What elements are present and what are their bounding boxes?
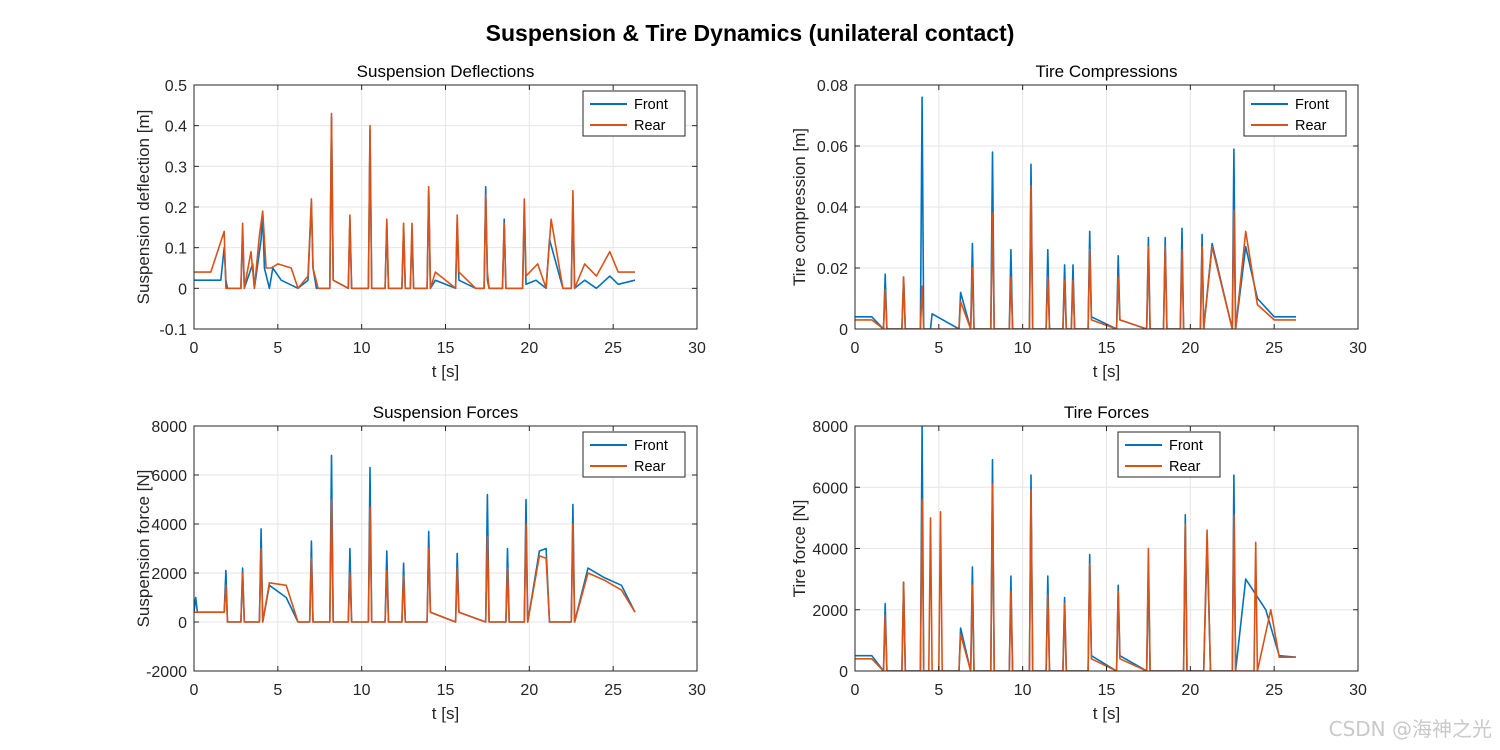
x-tick-label: 10 (1014, 682, 1032, 699)
x-tick-label: 20 (520, 340, 538, 357)
legend-label-rear: Rear (1169, 459, 1201, 475)
x-tick-label: 30 (688, 340, 706, 357)
x-tick-label: 30 (1349, 682, 1367, 699)
x-tick-label: 10 (353, 682, 371, 699)
y-tick-label: 2000 (151, 566, 187, 583)
legend: Front Rear (582, 431, 686, 478)
y-tick-label: 8000 (812, 419, 848, 436)
figure-title: Suspension & Tire Dynamics (unilateral c… (486, 20, 1015, 46)
legend-box (582, 90, 686, 137)
y-tick-label: 6000 (151, 468, 187, 485)
x-tick-label: 0 (851, 340, 860, 357)
y-tick-label: 0.02 (817, 261, 848, 278)
y-tick-label: 6000 (812, 480, 848, 497)
subplot-1: 0 5 10 15 20 25 30-0.100.10.20.30.40.5Suspensi… (134, 62, 706, 381)
y-tick-label: -0.1 (159, 322, 187, 339)
subplot-title: Tire Forces (1064, 403, 1149, 422)
legend: Front Rear (1117, 431, 1221, 478)
x-tick-label: 20 (520, 682, 538, 699)
legend: Front Rear (1243, 90, 1347, 137)
legend-label-front: Front (634, 438, 668, 454)
y-tick-label: 0.08 (817, 78, 848, 95)
y-tick-label: -2000 (146, 664, 187, 681)
series-line-rear (855, 184, 1296, 329)
y-tick-label: 4000 (151, 517, 187, 534)
x-tick-label: 15 (437, 340, 455, 357)
legend: Front Rear (582, 90, 686, 137)
legend-box (1117, 431, 1221, 478)
y-tick-label: 0 (178, 281, 187, 298)
legend-label-front: Front (634, 97, 668, 113)
x-tick-label: 5 (273, 682, 282, 699)
x-tick-label: 25 (604, 340, 622, 357)
legend-label-front: Front (1169, 438, 1203, 454)
legend-label-front: Front (1295, 97, 1329, 113)
legend-label-rear: Rear (634, 118, 666, 134)
subplot-4: 0 5 10 15 20 25 30 0 2000 4000 6000 8000 Tire Forces… (790, 403, 1367, 723)
x-tick-label: 15 (437, 682, 455, 699)
x-axis-label: t [s] (1093, 704, 1120, 723)
x-axis-label: t [s] (432, 362, 459, 381)
y-tick-label: 2000 (812, 603, 848, 620)
series-line-rear (194, 112, 635, 290)
y-tick-label: 0.3 (165, 159, 187, 176)
subplot-3: 0 5 10 15 20 25 30-200002000400060008000Suspen… (134, 403, 706, 723)
y-tick-label: 0.04 (817, 200, 848, 217)
x-tick-label: 20 (1181, 682, 1199, 699)
series-line-rear (194, 498, 636, 623)
y-tick-label: 0.2 (165, 200, 187, 217)
x-tick-label: 0 (190, 340, 199, 357)
x-tick-label: 5 (934, 340, 943, 357)
series-line-rear (855, 483, 1296, 671)
y-axis-label: Suspension deflection [m] (134, 110, 153, 305)
x-tick-label: 25 (1265, 682, 1283, 699)
y-axis-label: Tire compression [m] (790, 128, 809, 286)
y-axis-label: Tire force [N] (790, 500, 809, 598)
x-tick-label: 15 (1098, 340, 1116, 357)
legend-box (582, 431, 686, 478)
y-tick-label: 0 (839, 322, 848, 339)
y-tick-label: 0.06 (817, 139, 848, 156)
x-tick-label: 5 (934, 682, 943, 699)
y-tick-label: 0 (839, 664, 848, 681)
x-tick-label: 10 (353, 340, 371, 357)
subplot-title: Tire Compressions (1035, 62, 1177, 81)
y-tick-label: 8000 (151, 419, 187, 436)
x-axis-label: t [s] (1093, 362, 1120, 381)
x-tick-label: 25 (1265, 340, 1283, 357)
x-tick-label: 0 (190, 682, 199, 699)
y-tick-label: 4000 (812, 542, 848, 559)
x-tick-label: 15 (1098, 682, 1116, 699)
legend-label-rear: Rear (634, 459, 666, 475)
legend-label-rear: Rear (1295, 118, 1327, 134)
x-tick-label: 0 (851, 682, 860, 699)
y-axis-label: Suspension force [N] (134, 470, 153, 628)
subplot-title: Suspension Forces (373, 403, 519, 422)
x-tick-label: 30 (1349, 340, 1367, 357)
x-tick-label: 5 (273, 340, 282, 357)
subplot-2: 0 5 10 15 20 25 30 0 0.02 0.04 0.06 0.08 Tire Compre… (790, 62, 1367, 381)
subplot-title: Suspension Deflections (357, 62, 535, 81)
x-tick-label: 30 (688, 682, 706, 699)
y-tick-label: 0.4 (165, 119, 187, 136)
x-tick-label: 10 (1014, 340, 1032, 357)
y-tick-label: 0.1 (165, 241, 187, 258)
plots-container: 0 5 10 15 20 25 30-0.100.10.20.30.40.5Suspensi… (134, 62, 1367, 723)
x-tick-label: 25 (604, 682, 622, 699)
x-tick-label: 20 (1181, 340, 1199, 357)
y-tick-label: 0 (178, 615, 187, 632)
x-axis-label: t [s] (432, 704, 459, 723)
watermark: CSDN @海神之光 (1328, 717, 1492, 741)
y-tick-label: 0.5 (165, 78, 187, 95)
legend-box (1243, 90, 1347, 137)
